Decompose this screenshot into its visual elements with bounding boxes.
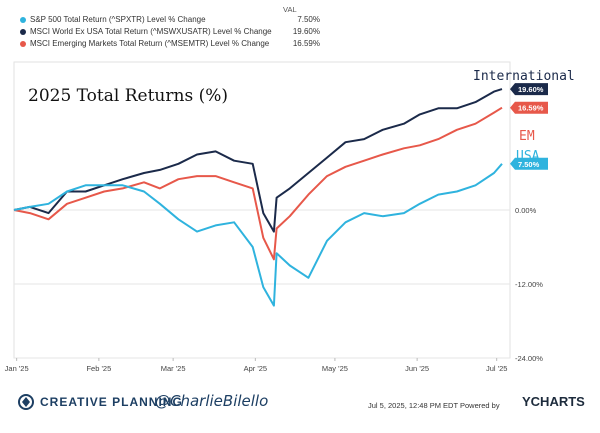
- legend-item-emerging-markets: MSCI Emerging Markets Total Return (^MSE…: [20, 39, 320, 50]
- end-badge-shape: [510, 83, 548, 96]
- timestamp: Jul 5, 2025, 12:48 PM EDT Powered by: [368, 401, 500, 410]
- series-label-usa: USA: [516, 149, 540, 164]
- legend-item-sp500: S&P 500 Total Return (^SPXTR) Level % Ch…: [20, 15, 320, 26]
- end-badge-usa: 7.50%: [510, 157, 548, 170]
- y-tick-label: 0.00%: [515, 206, 537, 215]
- series-annotations: 19.60% 16.59% 7.50% International EM USA: [473, 69, 575, 170]
- x-tick-label: Jul '25: [486, 364, 507, 373]
- legend-dot-emerging-markets: [20, 41, 26, 47]
- legend-name-emerging-markets: MSCI Emerging Markets Total Return (^MSE…: [30, 39, 270, 48]
- series-label-em: EM: [519, 129, 535, 144]
- series-lines: [13, 88, 503, 307]
- x-tick-label: May '25: [322, 364, 348, 373]
- end-badge-text: 7.50%: [518, 160, 540, 169]
- series-line-em: [13, 106, 503, 261]
- legend-name-sp500: S&P 500 Total Return (^SPXTR) Level % Ch…: [30, 15, 206, 24]
- legend-value-header: VAL: [283, 5, 297, 14]
- end-badge-text: 19.60%: [518, 85, 544, 94]
- series-line-usa: [13, 163, 503, 307]
- brand-name: CREATIVE PLANNING: [40, 395, 183, 409]
- y-tick-label: -12.00%: [515, 280, 543, 289]
- axis-ticks: 0.00% -12.00% -24.00% Jan '25 Feb '25 Mar '25…: [5, 206, 544, 373]
- end-badge-em: 16.59%: [510, 101, 548, 114]
- legend-value-sp500: 7.50%: [297, 15, 320, 24]
- legend-dot-world-ex-usa: [20, 29, 26, 35]
- legend-value-emerging-markets: 16.59%: [292, 39, 320, 48]
- end-badge-international: 19.60%: [510, 83, 548, 96]
- legend-value-world-ex-usa: 19.60%: [292, 27, 320, 36]
- legend-name-world-ex-usa: MSCI World Ex USA Total Return (^MSWXUSA…: [30, 27, 272, 36]
- ycharts-logo: YCHARTS: [522, 394, 585, 409]
- footer: CREATIVE PLANNING @CharlieBilello Jul 5,…: [0, 380, 600, 433]
- x-tick-label: Apr '25: [244, 364, 268, 373]
- end-badge-text: 16.59%: [518, 104, 544, 113]
- chart-legend: VAL S&P 500 Total Return (^SPXTR) Level …: [20, 0, 320, 62]
- x-tick-label: Feb '25: [86, 364, 111, 373]
- x-tick-label: Jan '25: [5, 364, 29, 373]
- legend-item-world-ex-usa: MSCI World Ex USA Total Return (^MSWXUSA…: [20, 27, 320, 38]
- series-label-international: International: [473, 69, 575, 84]
- creative-planning-logo-icon: [18, 394, 34, 410]
- end-badge-shape: [510, 101, 548, 114]
- x-tick-label: Jun '25: [405, 364, 429, 373]
- chart-title: 2025 Total Returns (%): [28, 86, 228, 106]
- legend-dot-sp500: [20, 17, 26, 23]
- x-tick-label: Mar '25: [161, 364, 186, 373]
- y-tick-label: -24.00%: [515, 354, 543, 363]
- end-badge-shape: [510, 157, 548, 170]
- line-chart: 0.00% -12.00% -24.00% Jan '25 Feb '25 Mar '25…: [5, 61, 575, 373]
- series-line-international: [13, 88, 503, 233]
- author-handle: @CharlieBilello: [155, 392, 269, 410]
